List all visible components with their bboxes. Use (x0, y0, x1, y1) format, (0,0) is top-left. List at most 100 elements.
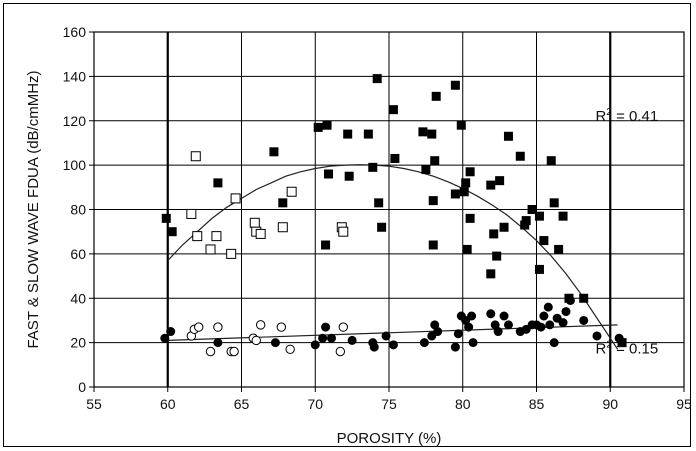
filled-circle-point (468, 338, 478, 348)
annotations: R2 = 0.41 R2 = 0.15 (596, 107, 659, 358)
filled-square-point (324, 169, 334, 179)
open-circle-point (338, 322, 348, 332)
filled-square-point (486, 180, 496, 190)
open-square-point (249, 217, 260, 228)
filled-square-point (343, 129, 353, 139)
open-circle-point (194, 322, 204, 332)
open-square-point (338, 226, 349, 237)
filled-square-point (431, 91, 441, 101)
filled-square-point (546, 156, 556, 166)
x-tick-label: 60 (160, 396, 176, 412)
open-square-point (190, 151, 201, 162)
filled-square-point (465, 213, 475, 223)
filled-square-point (462, 244, 472, 254)
y-tick-label: 0 (78, 379, 86, 395)
filled-square-point (456, 120, 466, 130)
x-tick-label: 65 (234, 396, 250, 412)
y-axis-label: FAST & SLOW WAVE FDUA (dB/cmMHz) (25, 70, 42, 348)
filled-circle-point (160, 333, 170, 343)
filled-square-point (421, 165, 431, 175)
filled-circle-point (486, 309, 496, 319)
filled-circle-point (467, 311, 477, 321)
filled-square-point (534, 264, 544, 274)
quadratic-fit-line (167, 164, 619, 350)
filled-square-point (372, 74, 382, 84)
filled-square-point (554, 244, 564, 254)
filled-square-point (499, 222, 509, 232)
filled-square-point (495, 176, 505, 186)
filled-circle-point (326, 333, 336, 343)
r-squared-label: R2 = 0.41 (596, 107, 659, 125)
filled-square-point (461, 178, 471, 188)
open-circle-point (229, 346, 239, 357)
y-tick-label: 80 (70, 202, 86, 218)
filled-circle-point (318, 333, 328, 343)
filled-circle-point (493, 327, 503, 337)
filled-circle-point (388, 340, 398, 350)
filled-circle-point (579, 315, 589, 325)
filled-circle-point (166, 327, 176, 337)
filled-square-point (428, 196, 438, 206)
filled-square-point (167, 227, 177, 237)
filled-square-point (161, 213, 171, 223)
open-circle-point (285, 344, 295, 354)
open-circle-point (276, 322, 287, 332)
filled-square-point (465, 167, 475, 177)
filled-square-point (427, 129, 437, 139)
filled-square-point (527, 205, 537, 214)
open-square-point (186, 208, 197, 219)
x-tick-label: 75 (381, 396, 397, 412)
filled-square-point (321, 240, 331, 250)
filled-circle-point (419, 338, 429, 348)
y-tick-label: 120 (63, 113, 87, 129)
data-points (160, 74, 627, 357)
filled-circle-point (614, 333, 624, 343)
filled-circle-point (310, 340, 320, 350)
filled-circle-point (369, 342, 379, 352)
x-tick-labels: 55 60 65 70 75 80 85 90 95 (86, 387, 692, 412)
filled-circle-point (543, 302, 553, 312)
filled-square-point (539, 236, 549, 246)
x-tick-label: 85 (529, 396, 545, 412)
filled-square-point (549, 198, 559, 208)
filled-circle-point (464, 322, 474, 332)
filled-circle-point (549, 338, 559, 348)
open-circle-point (251, 335, 261, 346)
filled-circle-point (213, 338, 223, 348)
filled-square-point (213, 178, 223, 188)
filled-square-point (344, 171, 354, 181)
open-circle-point (255, 320, 266, 330)
open-square-point (286, 186, 297, 197)
x-tick-label: 55 (86, 396, 102, 412)
filled-square-point (430, 156, 440, 166)
filled-square-point (503, 131, 513, 141)
open-circle-point (205, 346, 216, 357)
filled-square-point (428, 240, 438, 250)
filled-circle-point (592, 331, 602, 341)
filled-square-point (558, 211, 568, 221)
filled-circle-point (453, 329, 463, 339)
open-square-point (277, 222, 288, 233)
filled-square-point (617, 338, 627, 348)
filled-square-point (390, 153, 400, 163)
y-tick-label: 40 (70, 290, 86, 306)
y-tick-label: 140 (63, 68, 87, 84)
filled-circle-point (539, 311, 549, 321)
filled-square-point (363, 129, 373, 139)
filled-square-point (450, 80, 460, 90)
x-axis-label: POROSITY (%) (337, 430, 442, 447)
x-tick-label: 70 (307, 396, 323, 412)
filled-circle-point (347, 335, 357, 345)
filled-circle-point (545, 320, 555, 330)
y-tick-label: 60 (70, 246, 86, 262)
filled-circle-point (381, 331, 391, 341)
filled-square-point (521, 216, 531, 226)
filled-circle-point (450, 342, 460, 352)
y-tick-labels: 0 20 40 60 80 100 120 140 160 (63, 24, 94, 395)
filled-circle-point (270, 338, 280, 348)
filled-circle-point (503, 320, 513, 330)
filled-square-point (368, 162, 378, 172)
open-circle-point (213, 322, 223, 332)
filled-square-point (313, 122, 323, 132)
